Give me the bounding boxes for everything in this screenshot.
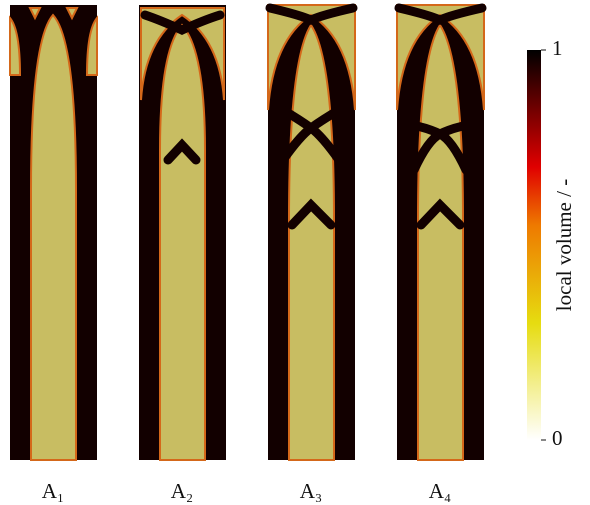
panel-a3 bbox=[265, 3, 358, 461]
panel-a4 bbox=[394, 3, 487, 461]
colorbar bbox=[527, 50, 541, 440]
panel-label: A₃ bbox=[300, 479, 323, 503]
colorbar-tick-label: 0 bbox=[552, 426, 563, 450]
colorbar-label: local volume / - bbox=[552, 179, 576, 311]
panel-label: A₂ bbox=[171, 479, 194, 503]
panel-label: A₄ bbox=[429, 479, 452, 503]
panel-a1 bbox=[9, 5, 98, 461]
colorbar-tick-label: 1 bbox=[552, 36, 563, 60]
panel-a2 bbox=[139, 5, 226, 461]
panel-label: A₁ bbox=[42, 479, 65, 503]
